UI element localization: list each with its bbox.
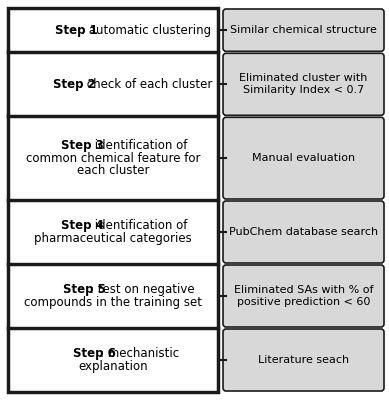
Text: Manual evaluation: Manual evaluation <box>252 153 355 163</box>
Text: Step 6: Step 6 <box>73 347 116 360</box>
FancyBboxPatch shape <box>223 9 384 51</box>
Text: Step 5: Step 5 <box>63 283 106 296</box>
Text: pharmaceutical categories: pharmaceutical categories <box>34 232 192 245</box>
Text: Step 2: Step 2 <box>53 78 96 91</box>
Text: positive prediction < 60: positive prediction < 60 <box>237 297 370 307</box>
Text: : test on negative: : test on negative <box>89 283 194 296</box>
Text: explanation: explanation <box>78 360 148 373</box>
Bar <box>8 8 218 392</box>
Text: common chemical feature for: common chemical feature for <box>26 152 200 165</box>
Text: Step 1: Step 1 <box>55 24 98 37</box>
Text: Eliminated SAs with % of: Eliminated SAs with % of <box>234 285 373 295</box>
Text: Similarity Index < 0.7: Similarity Index < 0.7 <box>243 85 364 95</box>
FancyBboxPatch shape <box>223 201 384 263</box>
FancyBboxPatch shape <box>223 53 384 115</box>
Text: Similar chemical structure: Similar chemical structure <box>230 25 377 35</box>
Text: compounds in the training set: compounds in the training set <box>24 296 202 309</box>
Text: : identification of: : identification of <box>88 219 188 232</box>
Text: each cluster: each cluster <box>77 164 149 178</box>
Text: Step 3: Step 3 <box>61 139 104 152</box>
Text: Step 4: Step 4 <box>61 219 104 232</box>
FancyBboxPatch shape <box>223 329 384 391</box>
FancyBboxPatch shape <box>223 117 384 199</box>
Text: Eliminated cluster with: Eliminated cluster with <box>239 73 368 83</box>
Text: : check of each cluster: : check of each cluster <box>79 78 213 91</box>
FancyBboxPatch shape <box>223 265 384 327</box>
Text: PubChem database search: PubChem database search <box>229 227 378 237</box>
Text: Literature seach: Literature seach <box>258 355 349 365</box>
Text: : mechanistic: : mechanistic <box>100 347 179 360</box>
Text: : automatic clustering: : automatic clustering <box>81 24 212 37</box>
Text: : identification of: : identification of <box>88 139 188 152</box>
